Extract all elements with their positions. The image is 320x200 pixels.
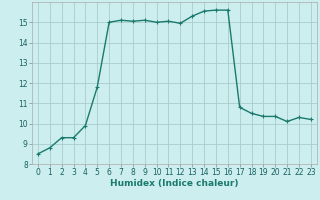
X-axis label: Humidex (Indice chaleur): Humidex (Indice chaleur) bbox=[110, 179, 239, 188]
